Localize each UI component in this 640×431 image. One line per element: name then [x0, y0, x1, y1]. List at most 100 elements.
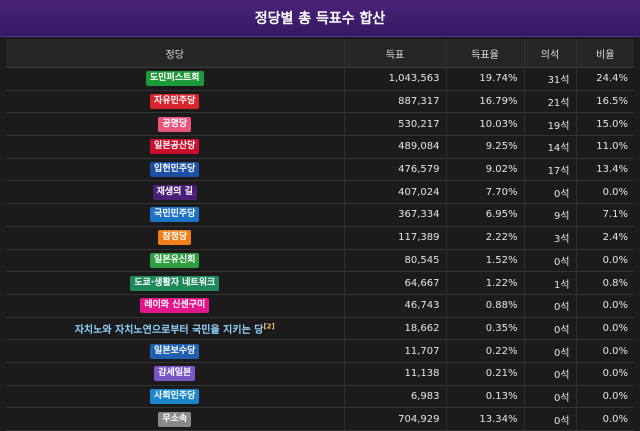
rate-cell: 6.95% — [446, 203, 525, 227]
table-row: 사회민주당 6,983 0.13% 0석 0.0% — [6, 385, 634, 409]
rate-cell: 1.52% — [446, 249, 525, 273]
seats-cell: 0석 — [524, 180, 577, 205]
party-badge[interactable]: 일본보수당 — [150, 343, 200, 359]
seats-cell: 0석 — [524, 385, 577, 409]
ratio-cell: 15.0% — [576, 112, 634, 137]
page-title: 정당별 총 득표수 합산 — [254, 11, 386, 27]
table-row: 도민퍼스트회 1,043,563 19.74% 31석 24.4% — [6, 67, 634, 91]
party-badge[interactable]: 무소속 — [158, 411, 192, 427]
footnote-ref[interactable]: [2] — [263, 322, 275, 331]
votes-cell: 1,043,563 — [344, 67, 447, 91]
ratio-cell: 0.0% — [576, 339, 634, 363]
party-name-link[interactable]: 자치노와 자치노연으로부터 국민을 지키는 당[2] — [74, 322, 275, 336]
column-header-votes: 득표 — [344, 39, 447, 68]
rate-cell: 10.03% — [446, 112, 525, 137]
results-table: 정당 득표 득표율 의석 비율 도민퍼스트회 1,043,563 19.74% 31석… — [6, 39, 634, 431]
votes-cell: 407,024 — [344, 180, 447, 205]
party-badge[interactable]: 일본공산당 — [150, 139, 200, 155]
party-badge[interactable]: 참정당 — [158, 230, 192, 246]
votes-cell: 64,667 — [344, 271, 447, 295]
ratio-cell: 24.4% — [576, 67, 634, 91]
votes-cell: 11,707 — [344, 339, 447, 363]
seats-cell: 0석 — [524, 249, 577, 273]
table-row: 자유민주당 887,317 16.79% 21석 16.5% — [6, 90, 634, 114]
rate-cell: 0.35% — [446, 317, 525, 341]
rate-cell: 0.22% — [446, 339, 525, 363]
seats-cell: 0석 — [524, 294, 577, 318]
votes-cell: 117,389 — [344, 226, 447, 250]
votes-cell: 18,662 — [344, 317, 447, 341]
table-row: 입헌민주당 476,579 9.02% 17석 13.4% — [6, 158, 634, 182]
party-badge[interactable]: 도민퍼스트회 — [145, 71, 204, 87]
party-cell: 공명당 — [6, 112, 345, 137]
party-badge[interactable]: 국민민주당 — [150, 207, 200, 223]
votes-cell: 80,545 — [344, 249, 447, 273]
ratio-cell: 0.0% — [576, 385, 634, 409]
table-row: 자치노와 자치노연으로부터 국민을 지키는 당[2] 18,662 0.35% 0석 0… — [6, 317, 634, 341]
seats-cell: 0석 — [524, 362, 577, 386]
rate-cell: 0.21% — [446, 362, 525, 386]
page-header: 정당별 총 득표수 합산 — [0, 0, 640, 37]
ratio-cell: 13.4% — [576, 158, 634, 182]
party-cell: 감세일본 — [6, 362, 345, 386]
party-badge[interactable]: 사회민주당 — [150, 388, 200, 404]
column-header-party: 정당 — [6, 39, 345, 68]
party-badge[interactable]: 공명당 — [158, 116, 192, 132]
ratio-cell: 0.0% — [576, 180, 634, 205]
ratio-cell: 2.4% — [576, 226, 634, 250]
party-cell: 재생의 길 — [6, 180, 345, 205]
rate-cell: 19.74% — [446, 67, 525, 91]
seats-cell: 0석 — [524, 407, 577, 431]
party-cell: 일본보수당 — [6, 339, 345, 363]
seats-cell: 0석 — [524, 339, 577, 363]
seats-cell: 1석 — [524, 271, 577, 295]
party-cell: 자치노와 자치노연으로부터 국민을 지키는 당[2] — [6, 317, 345, 341]
party-cell: 무소속 — [6, 407, 345, 431]
party-cell: 사회민주당 — [6, 385, 345, 409]
ratio-cell: 0.0% — [576, 317, 634, 341]
table-row: 참정당 117,389 2.22% 3석 2.4% — [6, 226, 634, 250]
table-row: 레이와 신센구미 46,743 0.88% 0석 0.0% — [6, 294, 634, 318]
seats-cell: 0석 — [524, 317, 577, 341]
party-badge[interactable]: 레이와 신센구미 — [140, 298, 210, 314]
table-row: 도쿄·생활자 네트워크 64,667 1.22% 1석 0.8% — [6, 271, 634, 295]
votes-cell: 6,983 — [344, 385, 447, 409]
party-badge[interactable]: 자유민주당 — [150, 94, 200, 110]
votes-cell: 887,317 — [344, 90, 447, 114]
seats-cell: 31석 — [524, 67, 577, 91]
party-badge[interactable]: 일본유신회 — [150, 252, 200, 268]
party-cell: 도쿄·생활자 네트워크 — [6, 271, 345, 295]
rate-cell: 7.70% — [446, 180, 525, 205]
seats-cell: 14석 — [524, 135, 577, 159]
ratio-cell: 0.0% — [576, 362, 634, 386]
table-row: 재생의 길 407,024 7.70% 0석 0.0% — [6, 180, 634, 205]
votes-cell: 489,084 — [344, 135, 447, 159]
party-cell: 도민퍼스트회 — [6, 67, 345, 91]
table-row: 감세일본 11,138 0.21% 0석 0.0% — [6, 362, 634, 386]
party-cell: 국민민주당 — [6, 203, 345, 227]
seats-cell: 3석 — [524, 226, 577, 250]
rate-cell: 2.22% — [446, 226, 525, 250]
table-row: 국민민주당 367,334 6.95% 9석 7.1% — [6, 203, 634, 227]
party-cell: 참정당 — [6, 226, 345, 250]
ratio-cell: 0.0% — [576, 407, 634, 431]
table-row: 일본공산당 489,084 9.25% 14석 11.0% — [6, 135, 634, 159]
column-header-ratio: 비율 — [576, 39, 634, 68]
table-row: 공명당 530,217 10.03% 19석 15.0% — [6, 112, 634, 137]
party-badge[interactable]: 재생의 길 — [152, 184, 197, 200]
party-cell: 일본공산당 — [6, 135, 345, 159]
votes-cell: 367,334 — [344, 203, 447, 227]
rate-cell: 0.88% — [446, 294, 525, 318]
party-badge[interactable]: 감세일본 — [154, 366, 196, 382]
party-badge[interactable]: 도쿄·생활자 네트워크 — [130, 275, 220, 291]
party-badge[interactable]: 입헌민주당 — [150, 162, 200, 178]
party-cell: 입헌민주당 — [6, 158, 345, 182]
rate-cell: 1.22% — [446, 271, 525, 295]
ratio-cell: 0.8% — [576, 271, 634, 295]
table-row: 일본보수당 11,707 0.22% 0석 0.0% — [6, 339, 634, 363]
seats-cell: 17석 — [524, 158, 577, 182]
ratio-cell: 0.0% — [576, 249, 634, 273]
party-cell: 자유민주당 — [6, 90, 345, 114]
ratio-cell: 16.5% — [576, 90, 634, 114]
party-name: 자치노와 자치노연으로부터 국민을 지키는 당 — [74, 324, 264, 336]
